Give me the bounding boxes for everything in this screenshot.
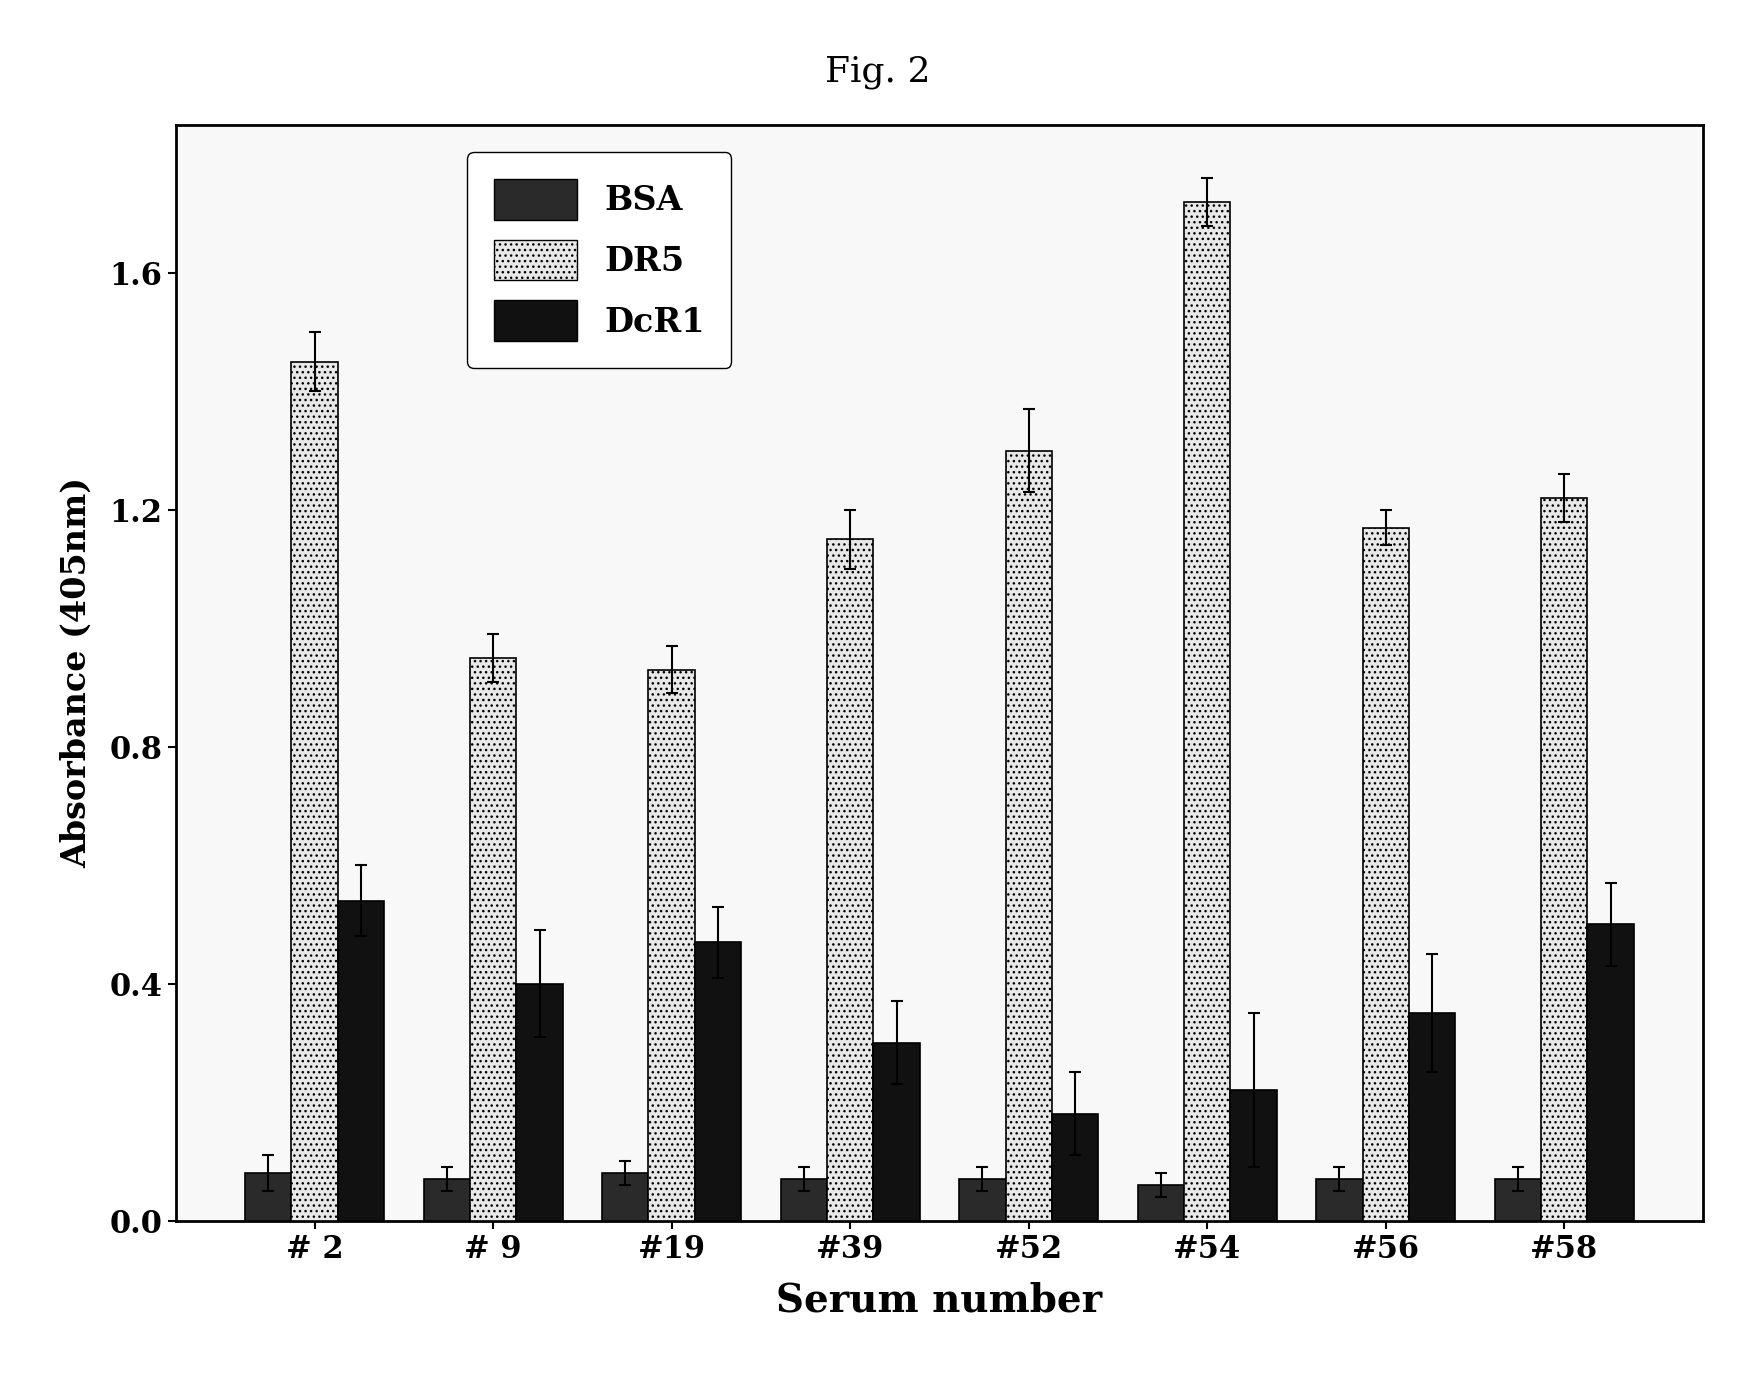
Bar (695, 942, 741, 1221)
Bar (1587, 924, 1632, 1221)
Text: Fig. 2: Fig. 2 (825, 55, 930, 90)
Bar (337, 900, 384, 1221)
Bar (291, 362, 337, 1221)
Bar (1316, 1179, 1362, 1221)
Bar (1230, 1090, 1276, 1221)
Bar (423, 1179, 470, 1221)
Bar (872, 1043, 920, 1221)
Bar (602, 1173, 648, 1221)
Legend: BSA, DR5, DcR1: BSA, DR5, DcR1 (467, 153, 730, 368)
Bar (1541, 498, 1587, 1221)
Bar (648, 670, 695, 1221)
Bar (516, 983, 562, 1221)
Bar (1183, 203, 1230, 1221)
Bar (470, 657, 516, 1221)
Bar (781, 1179, 827, 1221)
Bar (1051, 1114, 1097, 1221)
Bar (1006, 451, 1051, 1221)
Bar (827, 540, 872, 1221)
Bar (1137, 1184, 1183, 1221)
Bar (1408, 1014, 1455, 1221)
Y-axis label: Absorbance (405nm): Absorbance (405nm) (60, 477, 93, 868)
Bar (1494, 1179, 1541, 1221)
Bar (246, 1173, 291, 1221)
X-axis label: Serum number: Serum number (776, 1282, 1102, 1319)
Bar (1362, 527, 1408, 1221)
Bar (958, 1179, 1006, 1221)
